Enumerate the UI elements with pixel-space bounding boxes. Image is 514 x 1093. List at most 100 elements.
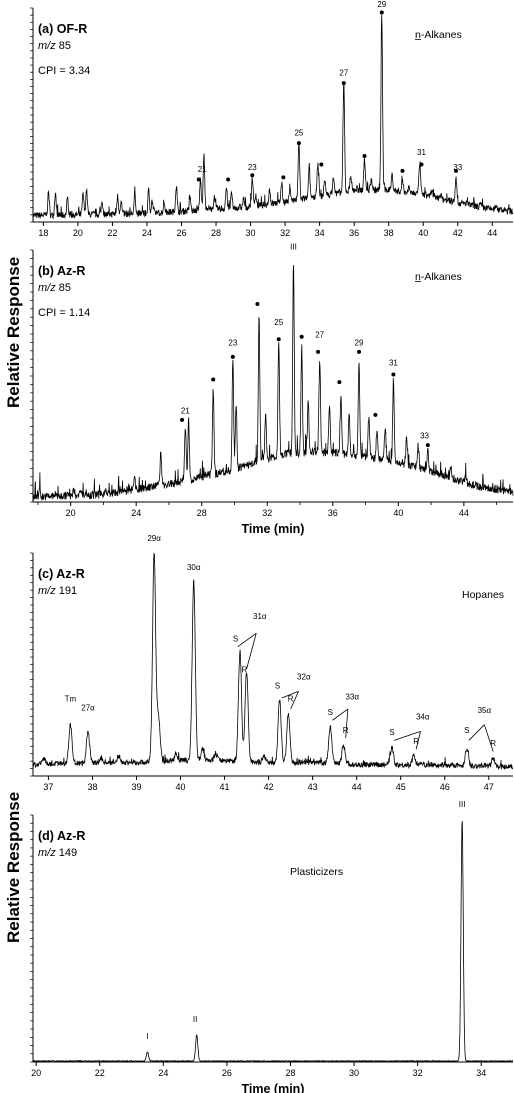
- y-axis-label-bottom: Relative Response: [4, 791, 23, 943]
- mz-label: m/z 149: [38, 847, 77, 859]
- n-alkane-marker-dot: [319, 162, 324, 167]
- x-tick-label: 28: [285, 1068, 295, 1078]
- n-alkane-marker-dot: [362, 153, 367, 158]
- cpi-label: CPI = 3.34: [38, 65, 90, 77]
- peak-label: 33: [453, 163, 462, 172]
- x-tick-label: 36: [328, 508, 338, 518]
- n-alkane-marker-dot: [454, 168, 459, 173]
- peak-label: 33α: [346, 692, 360, 701]
- n-alkane-marker-dot: [341, 81, 346, 86]
- peak-label: S: [275, 681, 280, 690]
- n-alkane-marker-dot: [425, 443, 430, 448]
- x-tick-label: 42: [453, 228, 463, 238]
- n-alkane-marker-dot: [337, 380, 342, 385]
- x-tick-label: 24: [131, 508, 141, 518]
- compound-class-label: n-Alkanes: [415, 271, 462, 283]
- peak-label: III: [290, 243, 297, 252]
- x-tick-label: 28: [197, 508, 207, 518]
- panel-label: (b) Az-R: [38, 264, 85, 278]
- compound-class-label: n-Alkanes: [415, 29, 462, 41]
- mz-prefix: m/z: [38, 585, 56, 597]
- x-axis-title: Time (min): [242, 522, 305, 536]
- mz-value: 85: [56, 282, 71, 294]
- x-tick-label: 44: [459, 508, 469, 518]
- x-tick-label: 32: [262, 508, 272, 518]
- x-tick-label: 22: [107, 228, 117, 238]
- peak-label: 30α: [187, 563, 201, 572]
- peak-label: 34α: [416, 712, 430, 721]
- n-alkane-marker-dot: [180, 417, 185, 422]
- peak-leader-line: [483, 724, 494, 752]
- x-tick-label: 46: [440, 782, 450, 792]
- compound-class-label: Hopanes: [462, 589, 504, 601]
- peak-label: I: [146, 1032, 148, 1041]
- x-tick-label: 24: [158, 1068, 168, 1078]
- chart-panel-2: 20 24 28 32 36 40 44 21 23 25 III 27 29 31 33 (b) Az-R m…: [30, 243, 514, 536]
- peak-label: 29: [377, 0, 386, 9]
- n-alkane-marker-dot: [276, 337, 281, 342]
- x-tick-label: 40: [176, 782, 186, 792]
- panel-label: (a) OF-R: [38, 22, 87, 36]
- x-tick-label: 26: [176, 228, 186, 238]
- peak-label: 31: [389, 358, 398, 367]
- n-alkane-marker-dot: [391, 372, 396, 377]
- mz-prefix: m/z: [38, 40, 56, 52]
- x-tick-label: 47: [484, 782, 494, 792]
- x-tick-label: 28: [211, 228, 221, 238]
- peak-leader-line: [281, 690, 299, 699]
- n-alkane-marker-dot: [296, 141, 301, 146]
- n-alkane-marker-dot: [316, 349, 321, 354]
- peak-leader-line: [468, 724, 485, 741]
- peak-label: 21: [198, 165, 207, 174]
- x-tick-label: 41: [220, 782, 230, 792]
- chromatogram-trace: [32, 552, 514, 771]
- peak-leader-line: [415, 731, 421, 750]
- peak-label: R: [241, 666, 247, 675]
- peak-label: S: [389, 728, 394, 737]
- x-tick-label: 44: [487, 228, 497, 238]
- x-tick-label: 38: [87, 782, 97, 792]
- n-alkane-marker-dot: [373, 412, 378, 417]
- x-tick-label: 32: [280, 228, 290, 238]
- peak-label: 31: [417, 148, 426, 157]
- n-alkane-marker-dot: [211, 377, 216, 382]
- peak-label: 31α: [253, 612, 267, 621]
- x-tick-label: 40: [418, 228, 428, 238]
- x-tick-label: 30: [246, 228, 256, 238]
- mz-prefix: m/z: [38, 847, 56, 859]
- n-alkane-marker-dot: [226, 177, 231, 182]
- compound-class-label: Plasticizers: [290, 866, 343, 878]
- peak-label: 25: [274, 318, 283, 327]
- n-alkane-marker-dot: [250, 173, 255, 178]
- panel-label: (c) Az-R: [38, 567, 85, 581]
- peak-label: R: [490, 739, 496, 748]
- peak-leader-line: [290, 691, 299, 710]
- n-alkane-marker-dot: [281, 175, 286, 180]
- mz-label: m/z 191: [38, 585, 77, 597]
- peak-label: 29α: [147, 534, 161, 543]
- n-alkane-marker-dot: [400, 168, 405, 173]
- x-tick-label: 44: [352, 782, 362, 792]
- peak-label: S: [233, 634, 238, 643]
- peak-label: R: [288, 695, 294, 704]
- n-alkane-marker-dot: [299, 334, 304, 339]
- n-alkane-marker-dot: [379, 10, 384, 15]
- chromatogram-trace: [32, 820, 513, 1063]
- n-alkane-marker-dot: [255, 301, 260, 306]
- peak-label: 23: [248, 163, 257, 172]
- y-axis-label-top: Relative Response: [4, 256, 23, 408]
- peak-label: 27: [315, 331, 324, 340]
- peak-label: R: [343, 726, 349, 735]
- peak-label: 33: [420, 432, 429, 441]
- mz-label: m/z 85: [38, 40, 71, 52]
- mz-prefix: m/z: [38, 282, 56, 294]
- x-tick-label: 34: [315, 228, 325, 238]
- x-tick-label: 32: [413, 1068, 423, 1078]
- peak-leader-line: [332, 708, 349, 721]
- mz-label: m/z 85: [38, 282, 71, 294]
- peak-label: 32α: [297, 672, 311, 681]
- x-tick-label: 34: [476, 1068, 486, 1078]
- chart-panel-3: 37 38 39 40 41 42 43 44 45 46 47Tm27α29α30α31αSR32…: [30, 534, 514, 792]
- peak-label: 27: [339, 69, 348, 78]
